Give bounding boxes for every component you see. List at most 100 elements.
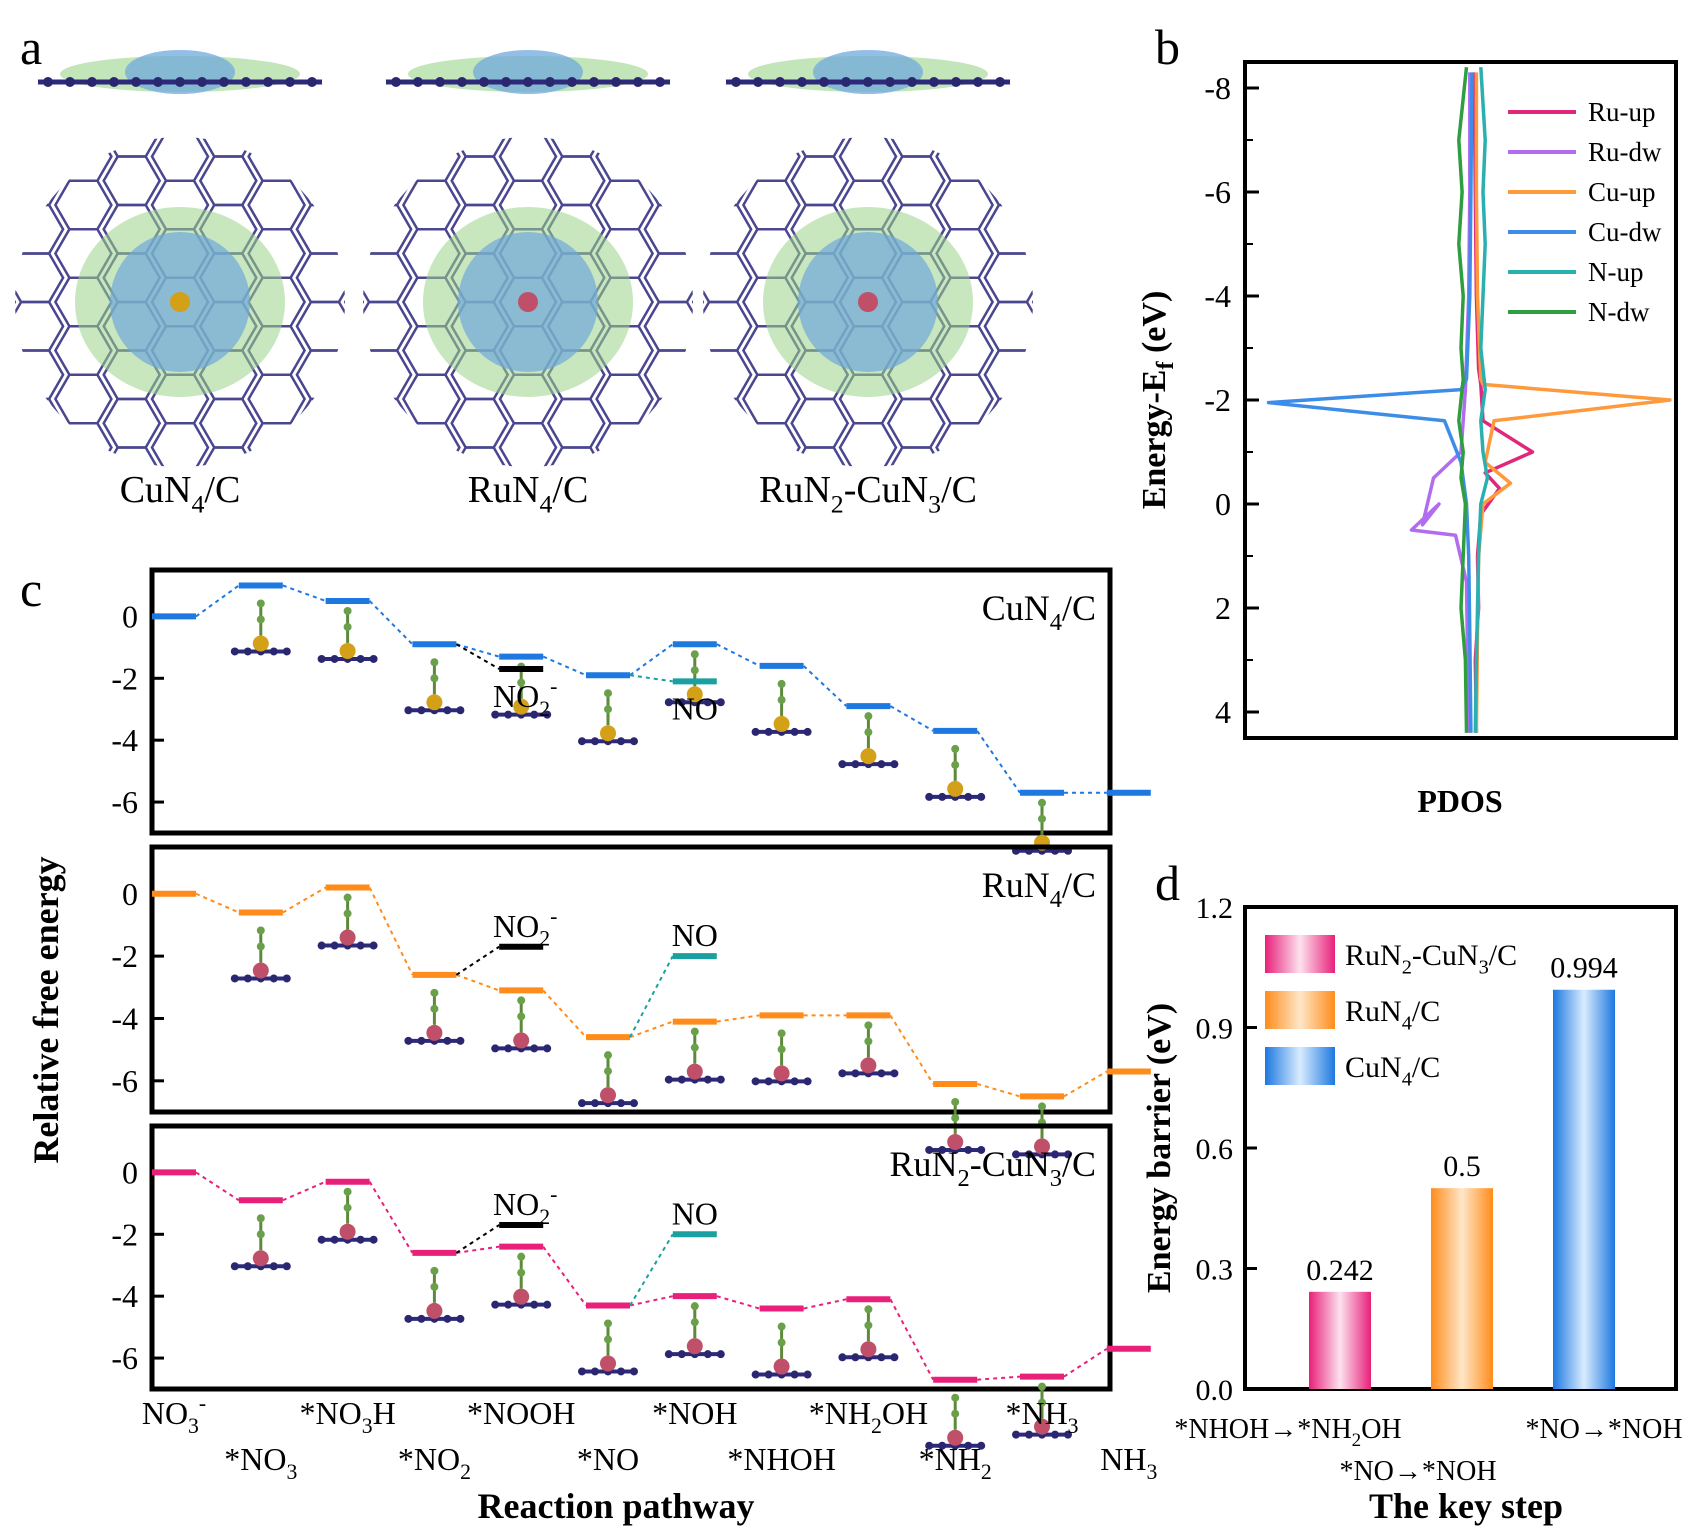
hexagon [363, 137, 365, 183]
hexagon [307, 0, 363, 35]
hexagon [691, 137, 693, 183]
hexagon [452, 593, 508, 642]
no2-connector [455, 1224, 500, 1254]
atom [435, 77, 445, 87]
hexagon [647, 35, 703, 84]
hexagon [15, 179, 17, 231]
model-metal [860, 1341, 877, 1358]
hexagon [790, 569, 846, 618]
hexagon [0, 520, 15, 569]
model-atom [230, 1262, 239, 1271]
free-energy-connector [542, 989, 587, 1038]
hexagon [790, 0, 846, 35]
model-metal [947, 780, 964, 797]
hexagon [259, 448, 315, 497]
free-energy-category-label: *NOOH [467, 1395, 575, 1431]
hexagon [394, 496, 450, 545]
free-energy-connector [542, 1246, 587, 1307]
hexagon [548, 593, 604, 642]
hexagon [840, 0, 896, 35]
barrier-value-label: 0.994 [1550, 952, 1618, 985]
structure-label: CuN4/C [120, 469, 241, 519]
hexagon [703, 349, 753, 401]
free-energy-connector [282, 584, 326, 602]
adsorbate-model [578, 1319, 638, 1376]
hexagon [295, 137, 345, 158]
free-energy-connector [889, 1298, 935, 1381]
hexagon [500, 520, 556, 569]
hexagon [599, 11, 655, 60]
free-energy-category-label: *NH2 [919, 1441, 992, 1484]
hexagon [259, 0, 315, 11]
model-atom-o [343, 893, 352, 902]
atom [753, 77, 763, 87]
model-atom [243, 974, 252, 983]
barrier-ytick-label: 0.3 [1196, 1254, 1234, 1287]
model-atom [456, 1314, 465, 1323]
atom [929, 77, 939, 87]
adsorbate-model [1012, 1102, 1072, 1159]
atom [285, 77, 295, 87]
pdos-legend-label: Cu-up [1588, 177, 1656, 207]
hexagon [888, 593, 944, 642]
hexagon [500, 569, 556, 618]
hexagon [247, 421, 307, 467]
free-energy-connector [282, 1180, 326, 1202]
pdos-line-cu-dw [1266, 72, 1474, 733]
atom [391, 77, 401, 87]
model-atom-n [864, 1037, 873, 1046]
hexagon [363, 179, 365, 231]
hexagon [1082, 205, 1138, 254]
hexagon [307, 84, 363, 133]
hexagon [935, 137, 995, 183]
hexagon [15, 397, 65, 449]
hexagon [599, 0, 655, 11]
pdos-ytick-label: -2 [1204, 382, 1231, 418]
model-atom [491, 1300, 500, 1309]
free-energy-connector [976, 730, 1021, 794]
hexagon [53, 179, 113, 231]
model-atom [1025, 1150, 1033, 1159]
hexagon [888, 642, 944, 691]
free-energy-panel-title: RuN2-CuN3/C [890, 1144, 1097, 1192]
structure-label: RuN4/C [468, 469, 589, 519]
model-atom [317, 1235, 326, 1244]
hexagon [307, 35, 363, 84]
model-atom [282, 974, 291, 983]
barrier-step-label: *NO→*NOH [1525, 1414, 1682, 1445]
hexagon [450, 137, 510, 158]
model-atom-n [517, 1268, 526, 1277]
model-atom [790, 727, 799, 736]
atom [841, 77, 851, 87]
free-energy-connector [542, 655, 587, 677]
model-atom [443, 1036, 452, 1045]
free-energy-category-label: *NOH [652, 1395, 737, 1431]
hexagon [693, 520, 749, 569]
hexagon [247, 373, 307, 425]
hexagon [0, 35, 15, 84]
free-energy-ytick-label: -4 [111, 1278, 138, 1314]
hexagon [249, 472, 305, 521]
hexagon [595, 421, 655, 467]
hexagon [886, 446, 946, 467]
model-metal [686, 1338, 703, 1355]
model-atom-o [256, 599, 265, 608]
hexagon [1082, 351, 1138, 400]
pdos-ytick-label: 0 [1215, 486, 1231, 522]
model-atom-o [1038, 1102, 1046, 1111]
hexagon [295, 203, 345, 255]
hexagon [0, 617, 15, 666]
free-energy-ytick-label: -2 [111, 938, 138, 974]
hexagon [645, 0, 701, 11]
hexagon [295, 446, 345, 467]
model-atom [591, 1099, 599, 1108]
model-atom [369, 1235, 378, 1244]
free-energy-connector [716, 1295, 760, 1310]
free-energy-ytick-label: -4 [111, 1000, 138, 1036]
free-energy-xlabel: Reaction pathway [478, 1486, 755, 1526]
model-atom [369, 941, 378, 950]
model-atom-o [864, 1021, 873, 1030]
model-atom-n [343, 909, 352, 918]
hexagon [363, 137, 413, 158]
hexagon [15, 228, 17, 280]
